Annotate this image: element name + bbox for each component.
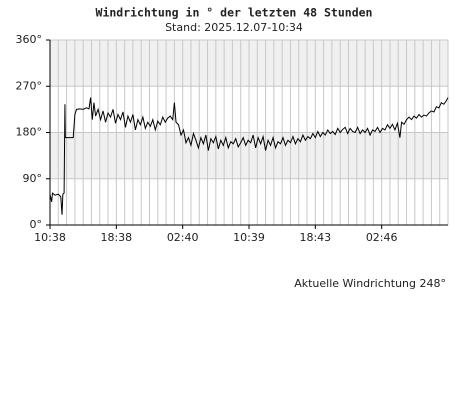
x-tick-label: 02:40 — [167, 231, 199, 244]
y-tick-label: 90° — [23, 172, 43, 185]
annotation: Aktuelle Windrichtung 248° — [294, 277, 446, 290]
x-tick-label: 18:38 — [100, 231, 132, 244]
y-tick-label: 270° — [16, 79, 43, 92]
x-tick-label: 10:38 — [34, 231, 66, 244]
x-tick-label: 02:46 — [366, 231, 398, 244]
wind-line — [49, 97, 449, 215]
y-tick-label: 0° — [30, 218, 43, 231]
y-tick-label: 360° — [16, 33, 43, 46]
x-tick-label: 10:39 — [233, 231, 265, 244]
chart-title: Windrichtung in ° der letzten 48 Stunden — [96, 6, 373, 20]
y-tick-label: 180° — [16, 126, 43, 139]
chart-subtitle: Stand: 2025.12.07-10:34 — [165, 21, 303, 34]
x-tick-label: 18:43 — [299, 231, 331, 244]
